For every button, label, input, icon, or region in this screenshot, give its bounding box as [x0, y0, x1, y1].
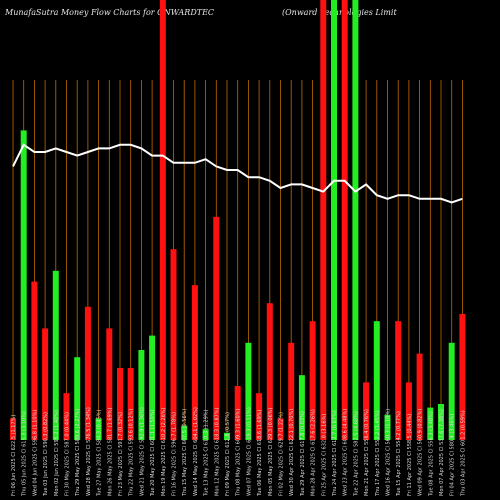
- x-tick-label: Mon 02 Jun 2025 Cl 595.2 (1.40%): [54, 410, 60, 496]
- money-flow-bar: [224, 432, 230, 440]
- x-tick-label: Mon 28 Apr 2025 Cl 617.6 (2.26%): [311, 409, 317, 496]
- money-flow-bar: [277, 418, 284, 440]
- x-tick-label: Tue 22 Apr 2025 Cl 582.5 (4.68%): [353, 411, 359, 497]
- x-tick-label: Fri 25 Apr 2025 Cl 632.0 (3.16%): [321, 414, 327, 496]
- money-flow-bar: [384, 414, 391, 440]
- money-flow-bar: [10, 418, 16, 440]
- money-flow-bar: [95, 418, 102, 440]
- x-tick-label: Mon 07 Apr 2025 Cl 537.6 (7.38%): [439, 409, 445, 496]
- money-flow-bar: [63, 393, 70, 440]
- x-tick-label: Wed 21 May 2025 Cl 592.9 (1.36%): [139, 407, 145, 496]
- money-flow-bar: [288, 342, 295, 440]
- money-flow-bar: [106, 328, 113, 440]
- money-flow-bar: [438, 404, 444, 440]
- x-tick-label: Wed 07 May 2025 Cl 619.3 (0.11%): [246, 407, 252, 496]
- money-flow-bar: [202, 429, 209, 440]
- x-tick-label: Tue 15 Apr 2025 Cl 554.2 (0.77%): [396, 411, 402, 497]
- x-tick-label: Wed 23 Apr 2025 Cl 608.6 (4.48%): [343, 409, 349, 496]
- money-flow-bar: [459, 314, 466, 440]
- money-flow-bar: [352, 0, 359, 440]
- money-flow-bar: [159, 0, 166, 440]
- money-flow-bar: [405, 382, 412, 440]
- x-tick-label: Thu 03 Apr 2025 Cl 601.2 (0.59%): [460, 410, 466, 497]
- x-tick-label: Wed 04 Jun 2025 Cl 596.8 (1.10%): [32, 410, 38, 496]
- money-flow-bar: [74, 357, 81, 440]
- x-tick-label: Mon 19 May 2025 Cl 610.2 (2.26%): [161, 407, 167, 496]
- money-flow-bar: [266, 303, 273, 440]
- x-tick-label: Tue 27 May 2025 Cl 584.3 (0.45%): [97, 409, 103, 497]
- money-flow-bar: [395, 321, 402, 440]
- money-flow-bar: [170, 249, 177, 440]
- chart-title: MunafaSutra Money Flow Charts for ONWARD…: [5, 8, 215, 17]
- x-tick-label: Fri 11 Apr 2025 Cl 558.5 (0.44%): [407, 414, 413, 496]
- money-flow-bar: [373, 321, 380, 440]
- money-flow-bar: [117, 368, 123, 440]
- money-flow-bar: [234, 386, 241, 440]
- x-tick-label: Wed 09 Apr 2025 Cl 560.9 (0.82%): [418, 409, 424, 496]
- x-tick-label: Tue 20 May 2025 Cl 601.1 (1.50%): [150, 409, 156, 497]
- x-tick-label: Fri 16 May 2025 Cl 596.7 (1.78%): [172, 412, 178, 496]
- x-tick-label: Thu 15 May 2025 Cl 607.5 (0.56%): [182, 409, 188, 497]
- x-tick-label: Fri 06 Jun 2025 Cl 622.5 (1.17%): [11, 415, 17, 496]
- price-line: [12, 143, 463, 204]
- x-tick-label: Thu 08 May 2025 Cl 609.3 (1.60%): [236, 409, 242, 497]
- x-tick-label: Fri 23 May 2025 Cl 591.7 (0.32%): [118, 412, 124, 496]
- x-tick-label: Mon 26 May 2025 Cl 581.7 (1.69%): [107, 407, 113, 496]
- x-tick-label: Wed 16 Apr 2025 Cl 560.3 (1.10%): [386, 409, 392, 496]
- money-flow-bar: [416, 353, 423, 440]
- money-flow-bar: [256, 393, 263, 440]
- x-tick-label: Mon 05 May 2025 Cl 629.3 (0.06%): [268, 407, 274, 496]
- x-tick-label: Fri 02 May 2025 Cl 629.7 (1.22%): [279, 412, 285, 496]
- x-tick-label: Wed 14 May 2025 Cl 604.1 (1.02%): [193, 407, 199, 496]
- money-flow-bar: [213, 216, 220, 440]
- money-flow-bar: [52, 270, 59, 440]
- x-tick-label: Mon 21 Apr 2025 Cl 556.4 (0.76%): [364, 409, 370, 496]
- money-flow-bar: [320, 0, 327, 440]
- money-flow-bar: [309, 321, 316, 440]
- x-tick-label: Fri 30 May 2025 Cl 587.0 (0.44%): [65, 412, 71, 496]
- x-tick-label: Thu 22 May 2025 Cl 593.6 (0.12%): [129, 409, 135, 497]
- money-flow-bar: [20, 130, 27, 440]
- money-flow-bar: [298, 375, 305, 440]
- x-tick-label: Mon 12 May 2025 Cl 618.3 (0.87%): [214, 407, 220, 496]
- money-flow-bar: [181, 425, 188, 440]
- x-tick-label: Wed 30 Apr 2025 Cl 622.1 (0.70%): [289, 409, 295, 496]
- money-flow-bar: [84, 306, 91, 440]
- money-flow-bar: [191, 285, 198, 440]
- x-tick-label: Tue 03 Jun 2025 Cl 590.3 (0.82%): [43, 412, 49, 497]
- money-flow-bar: [427, 407, 434, 440]
- money-flow-bar: [138, 350, 145, 440]
- x-tick-label: Thu 17 Apr 2025 Cl 552.2 (1.45%): [375, 410, 381, 497]
- money-flow-bar: [245, 342, 252, 440]
- money-flow-bar: [341, 0, 348, 440]
- chart-subtitle: (Onward Technologies Limit: [282, 8, 397, 17]
- money-flow-bar: [363, 382, 370, 440]
- money-flow-bar: [331, 0, 337, 440]
- x-tick-label: Thu 05 Jun 2025 Cl 615.3 (3.10%): [22, 411, 28, 497]
- x-tick-label: Tue 29 Apr 2025 Cl 617.8 (0.03%): [300, 411, 306, 497]
- money-flow-bar: [42, 328, 49, 440]
- x-tick-label: Thu 24 Apr 2025 Cl 612.7 (0.67%): [332, 410, 338, 497]
- money-flow-bar: [448, 342, 455, 440]
- x-tick-label: Tue 08 Apr 2025 Cl 556.3 (3.48%): [428, 411, 434, 497]
- x-tick-label: Wed 28 May 2025 Cl 576.5 (1.34%): [86, 407, 92, 496]
- money-flow-bar: [127, 368, 134, 440]
- x-tick-label: Fri 09 May 2025 Cl 612.8 (0.57%): [225, 412, 231, 496]
- x-tick-label: Thu 29 May 2025 Cl 589.6 (2.27%): [75, 409, 81, 497]
- x-tick-label: Tue 06 May 2025 Cl 618.6 (1.69%): [257, 409, 263, 497]
- x-tick-label: Fri 04 Apr 2025 Cl 580.4 (3.46%): [450, 414, 456, 496]
- x-tick-label: Tue 13 May 2025 Cl 610.3 (1.29%): [204, 409, 210, 497]
- money-flow-bar: [149, 335, 156, 440]
- money-flow-bar: [31, 281, 38, 440]
